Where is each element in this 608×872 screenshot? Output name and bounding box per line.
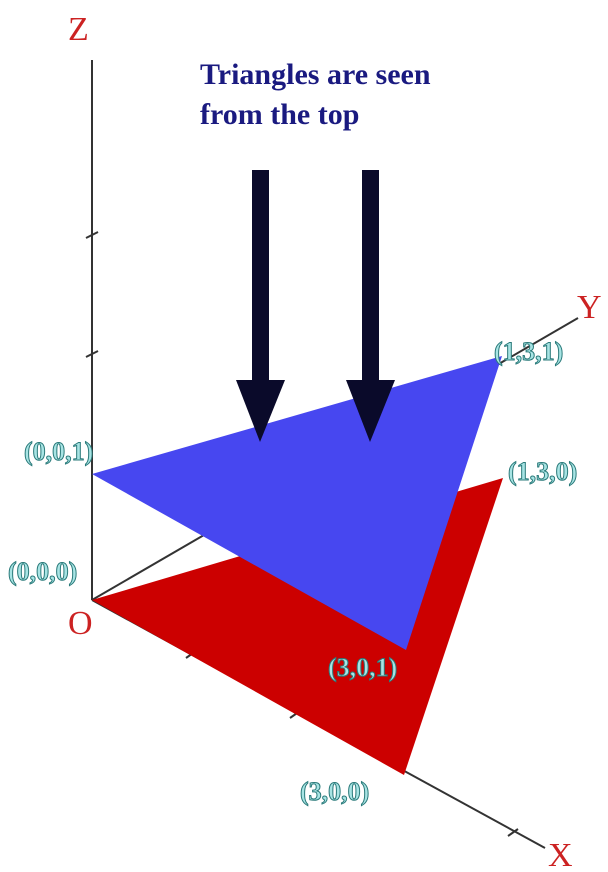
down-arrow-left [236,170,285,442]
z-axis-label: Z [68,11,89,48]
caption-line-1: Triangles are seen [200,58,431,91]
x-axis-label: X [548,837,573,872]
x-axis-tick [507,828,519,837]
caption-line-2: from the top [200,98,359,131]
point-label-300: (3,0,0) [300,777,369,806]
point-label-130: (1,3,0) [508,457,577,486]
z-axis-tick [85,231,99,239]
point-label-000: (0,0,0) [8,557,77,586]
z-axis-tick [85,350,99,358]
point-label-001: (0,0,1) [24,437,93,466]
point-label-301: (3,0,1) [328,653,397,682]
upper-triangle [92,356,502,650]
y-axis-label: Y [577,289,602,326]
origin-label: O [68,605,93,642]
down-arrow-right [346,170,395,442]
point-label-131: (1,3,1) [494,337,563,366]
